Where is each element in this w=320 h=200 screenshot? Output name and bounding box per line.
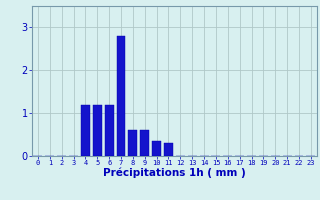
Bar xyxy=(105,105,114,156)
Bar xyxy=(128,130,137,156)
Bar xyxy=(81,105,90,156)
X-axis label: Précipitations 1h ( mm ): Précipitations 1h ( mm ) xyxy=(103,168,246,178)
Bar xyxy=(116,36,125,156)
Bar xyxy=(93,105,102,156)
Bar xyxy=(164,143,173,156)
Bar xyxy=(152,141,161,156)
Bar xyxy=(140,130,149,156)
